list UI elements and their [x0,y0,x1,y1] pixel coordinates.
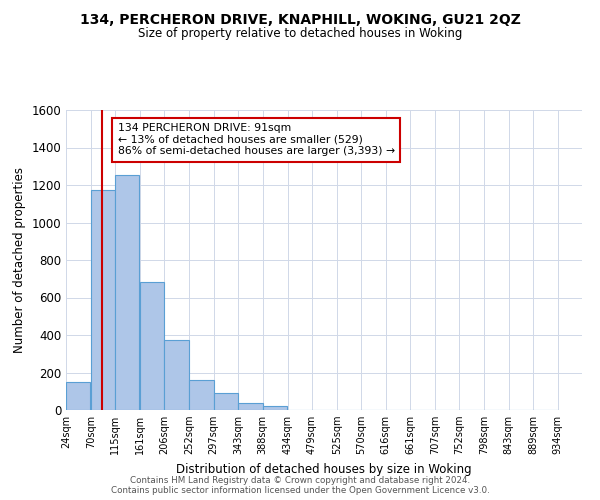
Text: Contains public sector information licensed under the Open Government Licence v3: Contains public sector information licen… [110,486,490,495]
Bar [164,340,188,410]
Text: 134 PERCHERON DRIVE: 91sqm
← 13% of detached houses are smaller (529)
86% of sem: 134 PERCHERON DRIVE: 91sqm ← 13% of deta… [118,123,395,156]
Bar [140,282,164,410]
Bar [189,380,214,410]
Y-axis label: Number of detached properties: Number of detached properties [13,167,26,353]
Text: 134, PERCHERON DRIVE, KNAPHILL, WOKING, GU21 2QZ: 134, PERCHERON DRIVE, KNAPHILL, WOKING, … [80,12,520,26]
Text: Size of property relative to detached houses in Woking: Size of property relative to detached ho… [138,28,462,40]
X-axis label: Distribution of detached houses by size in Woking: Distribution of detached houses by size … [176,462,472,475]
Text: Contains HM Land Registry data © Crown copyright and database right 2024.: Contains HM Land Registry data © Crown c… [130,476,470,485]
Bar [238,404,263,410]
Bar [66,382,91,410]
Bar [214,393,238,410]
Bar [263,406,287,410]
Bar [115,174,139,410]
Bar [91,190,115,410]
